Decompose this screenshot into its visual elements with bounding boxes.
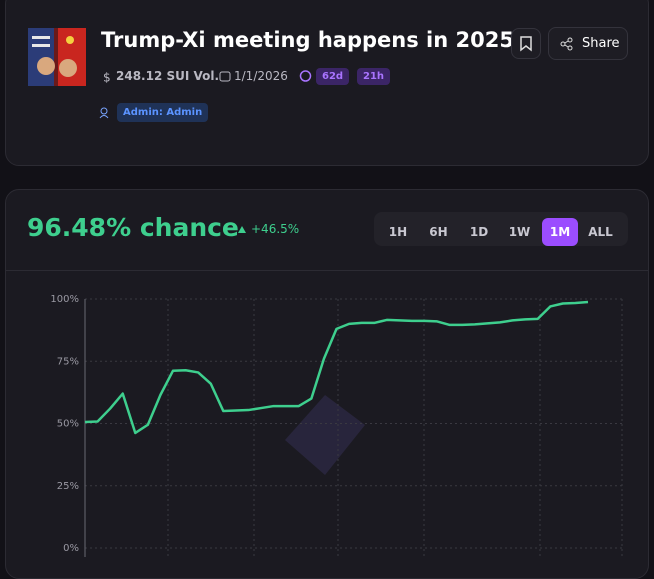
countdown-days: 62d <box>316 68 350 85</box>
timeframe-selector: 1H 6H 1D 1W 1M ALL <box>374 212 628 246</box>
watermark <box>285 395 365 475</box>
svg-text:$: $ <box>103 71 111 83</box>
timeframe-button[interactable]: 6H <box>429 225 448 239</box>
timeframe-button[interactable]: 1W <box>508 225 531 239</box>
y-tick-label: 0% <box>63 543 79 554</box>
share-icon <box>560 37 573 51</box>
calendar-icon <box>219 71 231 82</box>
market-image <box>28 28 86 86</box>
price-chart: 0% 25% 50% 75% 100% <box>50 294 623 557</box>
y-tick-label: 100% <box>50 294 79 305</box>
y-tick-label: 50% <box>57 419 79 430</box>
change: +46.5% <box>251 222 300 236</box>
share-label: Share <box>582 36 620 51</box>
volume: 248.12 SUI Vol. <box>116 69 220 83</box>
chart-card: 96.48% chance +46.5% 1H 6H 1D 1W 1M ALL <box>5 189 649 579</box>
divider <box>6 270 648 271</box>
chance: 96.48% chance <box>27 213 239 242</box>
timeframe-button[interactable]: 1M <box>542 218 578 246</box>
price-line <box>84 300 589 435</box>
timeframe-button[interactable]: 1H <box>388 225 408 239</box>
y-tick-label: 25% <box>57 481 79 492</box>
bookmark-button[interactable] <box>511 28 541 59</box>
countdown-hours: 21h <box>357 68 391 85</box>
bookmark-icon <box>520 36 532 52</box>
end-date: 1/1/2026 <box>234 69 288 83</box>
up-arrow <box>238 226 246 233</box>
admin-icon <box>99 107 109 119</box>
admin-badge: Admin: Admin <box>117 103 209 122</box>
y-tick-label: 75% <box>57 356 79 367</box>
market-title: Trump-Xi meeting happens in 2025? <box>101 28 527 52</box>
market-header: Trump-Xi meeting happens in 2025? $ 248.… <box>5 0 649 166</box>
timer-icon <box>299 70 312 82</box>
timeframe-button[interactable]: ALL <box>588 225 613 239</box>
timeframe-button[interactable]: 1D <box>469 225 489 239</box>
share-button[interactable]: Share <box>548 27 628 60</box>
dollar-icon: $ <box>103 71 111 83</box>
page: Trump-Xi meeting happens in 2025? $ 248.… <box>5 0 649 579</box>
